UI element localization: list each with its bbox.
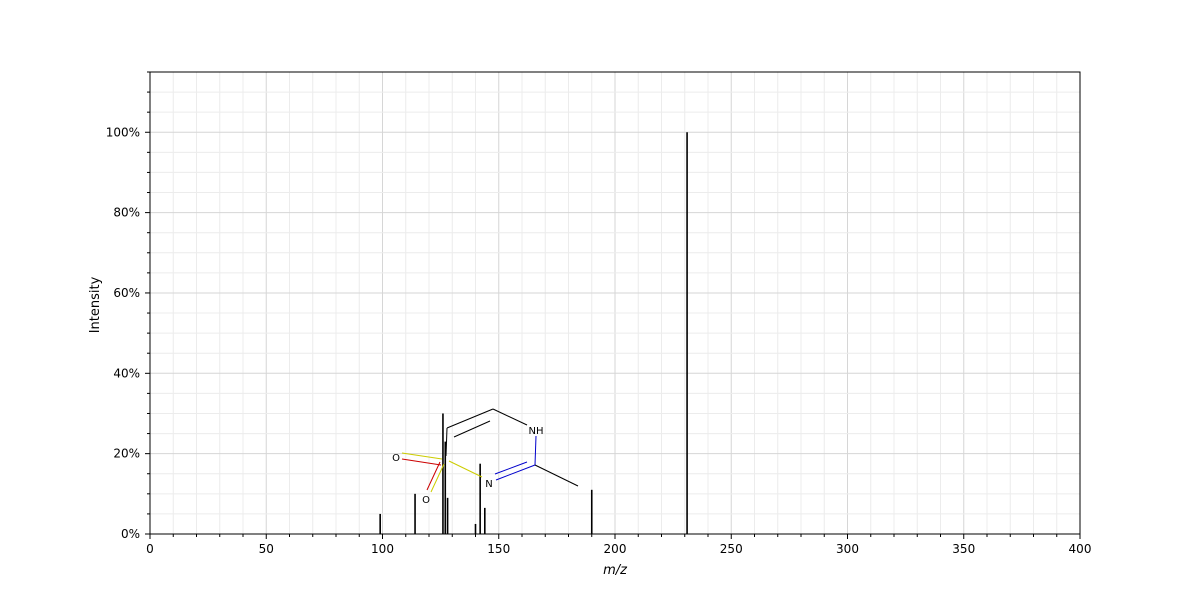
y-tick-label: 100% [106,125,140,139]
y-tick-label: 20% [113,447,140,461]
grid [149,71,1081,535]
y-tick-label: 60% [113,286,140,300]
plot-frame [149,71,1081,535]
x-axis-label: m/z [603,563,628,578]
x-axis-ticks: 0 50 100 150 200 250 300 350 400 [146,534,1091,556]
x-tick-label: 400 [1069,542,1092,556]
peaks [379,132,688,534]
atom-label-oxygen-2: O [422,495,430,506]
molecule-structure: O O N NH [392,408,579,506]
x-tick-label: 150 [487,542,510,556]
x-tick-label: 0 [146,542,154,556]
x-tick-label: 250 [720,542,743,556]
atom-label-nh: NH [529,426,544,437]
y-tick-label: 0% [121,527,140,541]
x-tick-label: 350 [952,542,975,556]
x-tick-label: 50 [259,542,274,556]
structure-bonds [401,408,579,493]
atom-label-nitrogen: N [485,479,492,490]
atom-label-oxygen-1: O [392,453,400,464]
y-axis-ticks: 0% 20% 40% 60% 80% 100% [106,71,150,541]
y-tick-label: 40% [113,366,140,380]
y-tick-label: 80% [113,206,140,220]
structure-labels: O O N NH [392,426,543,506]
y-axis-label: Intensity [88,276,103,333]
x-tick-label: 200 [604,542,627,556]
x-tick-label: 100 [371,542,394,556]
x-tick-label: 300 [836,542,859,556]
